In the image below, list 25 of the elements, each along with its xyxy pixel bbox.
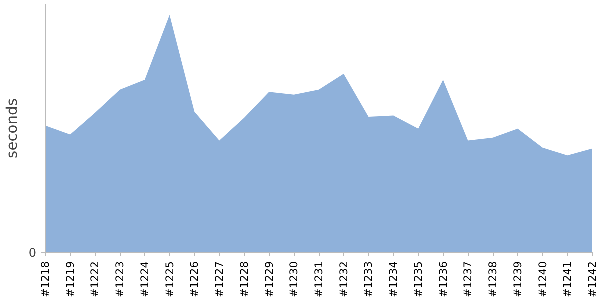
x-tick-label: #1240: [536, 261, 550, 298]
x-tick-label: #1223: [114, 261, 127, 298]
x-tick-label: #1242: [586, 261, 599, 298]
x-tick-label: #1219: [64, 261, 77, 298]
text: 0: [28, 246, 37, 260]
x-tick-label: #1238: [486, 261, 500, 298]
x-tick-label: #1233: [362, 261, 376, 298]
x-tick-label: #1225: [163, 261, 176, 298]
x-tick-label: #1228: [238, 261, 251, 298]
y-axis-title: seconds: [4, 98, 21, 158]
x-tick-label: #1231: [312, 261, 326, 298]
x-tick-label: #1218: [39, 261, 52, 298]
x-tick-label: #1227: [213, 261, 226, 298]
x-tick-label: #1235: [412, 261, 425, 298]
x-tick-label: #1237: [462, 261, 475, 298]
x-tick-label: #1229: [262, 261, 276, 298]
x-tick-label: #1236: [436, 261, 450, 298]
x-tick-label: #1241: [561, 261, 574, 298]
x-tick-label: #1224: [138, 261, 152, 298]
x-tick-label: #1239: [511, 261, 524, 298]
x-tick-label: #1234: [387, 261, 400, 298]
x-tick-label: #1222: [88, 261, 102, 298]
x-tick-label: #1230: [288, 261, 301, 298]
x-tick-label: #1226: [188, 261, 202, 298]
x-tick-label: #1232: [337, 261, 350, 298]
